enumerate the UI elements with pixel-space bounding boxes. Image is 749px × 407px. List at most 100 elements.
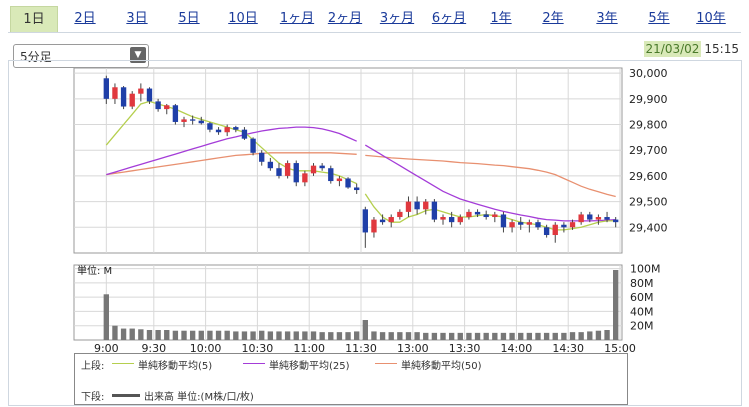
tab-8[interactable]: 6ヶ月 bbox=[431, 11, 467, 26]
ma25-line bbox=[364, 144, 616, 222]
x-tick-label: 14:30 bbox=[552, 342, 584, 355]
candle-body bbox=[215, 129, 222, 133]
volume-bar bbox=[284, 331, 291, 340]
volume-bar bbox=[613, 270, 619, 340]
legend-ma5-swatch bbox=[112, 363, 134, 364]
tab-divider bbox=[8, 32, 741, 33]
candle-body bbox=[440, 217, 446, 220]
candle-body bbox=[371, 219, 377, 233]
legend-ma5-label: 単純移動平均(5) bbox=[138, 361, 213, 372]
ma50-line bbox=[365, 154, 616, 198]
last-updated: 21/03/02 15:15 bbox=[643, 41, 739, 57]
price-tick-label: 29,600 bbox=[629, 170, 668, 183]
candle-body bbox=[569, 222, 576, 228]
tab-6[interactable]: 2ヶ月 bbox=[327, 11, 363, 26]
candle-body bbox=[543, 227, 550, 236]
price-tick-label: 29,700 bbox=[629, 144, 668, 157]
volume-unit-label: 単位: M bbox=[77, 264, 112, 277]
candle-body bbox=[319, 165, 325, 169]
candle-body bbox=[328, 168, 334, 182]
candle-body bbox=[535, 222, 541, 228]
volume-bar bbox=[293, 331, 299, 340]
ma50-line bbox=[106, 152, 357, 176]
volume-bar bbox=[328, 332, 334, 340]
legend-lower-label: 下段: bbox=[81, 392, 105, 403]
candle-body bbox=[233, 127, 239, 130]
volume-bar bbox=[379, 332, 386, 340]
candle-body bbox=[448, 217, 455, 223]
candle-body bbox=[397, 211, 403, 218]
volume-tick-label: 100M bbox=[630, 263, 661, 276]
x-tick-label: 10:30 bbox=[242, 342, 274, 355]
tab-9[interactable]: 1年 bbox=[490, 11, 512, 26]
candle-body bbox=[388, 217, 394, 223]
volume-bar bbox=[120, 328, 127, 340]
candle-body bbox=[578, 214, 584, 223]
tab-1[interactable]: 2日 bbox=[74, 11, 96, 26]
candle-body bbox=[284, 163, 291, 176]
candle-body bbox=[310, 165, 317, 174]
tab-7[interactable]: 3ヶ月 bbox=[379, 11, 415, 26]
x-tick-label: 13:30 bbox=[449, 342, 481, 355]
candle-body bbox=[155, 101, 161, 110]
candle-body bbox=[526, 222, 533, 225]
tab-13[interactable]: 10年 bbox=[696, 11, 726, 26]
volume-bar bbox=[181, 330, 187, 340]
tab-0[interactable]: 1日 bbox=[10, 6, 58, 33]
volume-bar bbox=[198, 330, 204, 340]
candle-body bbox=[302, 173, 308, 183]
candle-body bbox=[474, 211, 481, 215]
candle-body bbox=[423, 201, 429, 210]
x-tick-label: 10:00 bbox=[190, 342, 222, 355]
tab-4[interactable]: 10日 bbox=[228, 11, 258, 26]
candle-body bbox=[146, 88, 153, 102]
volume-tick-label: 60M bbox=[630, 291, 654, 304]
tab-10[interactable]: 2年 bbox=[542, 11, 564, 26]
volume-bar bbox=[423, 332, 429, 340]
candle-body bbox=[509, 222, 515, 228]
candle-body bbox=[224, 127, 230, 133]
price-tick-label: 30,000 bbox=[629, 67, 668, 80]
tab-5[interactable]: 1ヶ月 bbox=[279, 11, 315, 26]
volume-bar bbox=[336, 332, 343, 340]
tab-3[interactable]: 5日 bbox=[178, 11, 200, 26]
volume-bar bbox=[129, 328, 135, 340]
candle-body bbox=[241, 129, 248, 139]
volume-bar bbox=[207, 330, 213, 340]
volume-bar bbox=[276, 331, 282, 340]
tab-2[interactable]: 3日 bbox=[126, 11, 148, 26]
x-tick-label: 14:00 bbox=[501, 342, 533, 355]
price-tick-label: 29,500 bbox=[629, 196, 668, 209]
candle-body bbox=[250, 138, 256, 153]
candle-body bbox=[138, 88, 144, 94]
tab-12[interactable]: 5年 bbox=[648, 11, 670, 26]
volume-bar bbox=[302, 331, 308, 340]
candle-body bbox=[492, 214, 498, 218]
volume-bar bbox=[138, 329, 144, 340]
candle-body bbox=[172, 105, 179, 122]
volume-bar bbox=[587, 331, 593, 340]
candle-body bbox=[189, 119, 196, 121]
period-tabs: 1日 2日 3日 5日 10日 1ヶ月 2ヶ月 3ヶ月 6ヶ月 1年 2年 3年 5年 10年 bbox=[0, 0, 749, 36]
legend-ma50-swatch bbox=[375, 363, 397, 364]
volume-bar bbox=[362, 320, 368, 340]
candle-body bbox=[362, 209, 368, 233]
volume-bar bbox=[604, 330, 610, 340]
volume-bar bbox=[595, 330, 602, 340]
x-tick-label: 11:00 bbox=[293, 342, 325, 355]
volume-bar bbox=[319, 332, 325, 340]
volume-bar bbox=[483, 332, 489, 340]
volume-bar bbox=[354, 331, 360, 340]
candle-body bbox=[354, 187, 360, 191]
tab-11[interactable]: 3年 bbox=[596, 11, 618, 26]
volume-tick-label: 20M bbox=[630, 320, 654, 333]
last-updated-date: 21/03/02 bbox=[643, 41, 702, 57]
volume-bar bbox=[215, 330, 222, 340]
volume-bar bbox=[189, 330, 196, 340]
volume-bar bbox=[103, 294, 109, 340]
chevron-down-icon[interactable]: ▼ bbox=[130, 47, 146, 63]
candle-body bbox=[466, 211, 472, 218]
candle-body bbox=[259, 152, 265, 162]
x-tick-label: 9:30 bbox=[141, 342, 166, 355]
candle-body bbox=[604, 217, 610, 220]
